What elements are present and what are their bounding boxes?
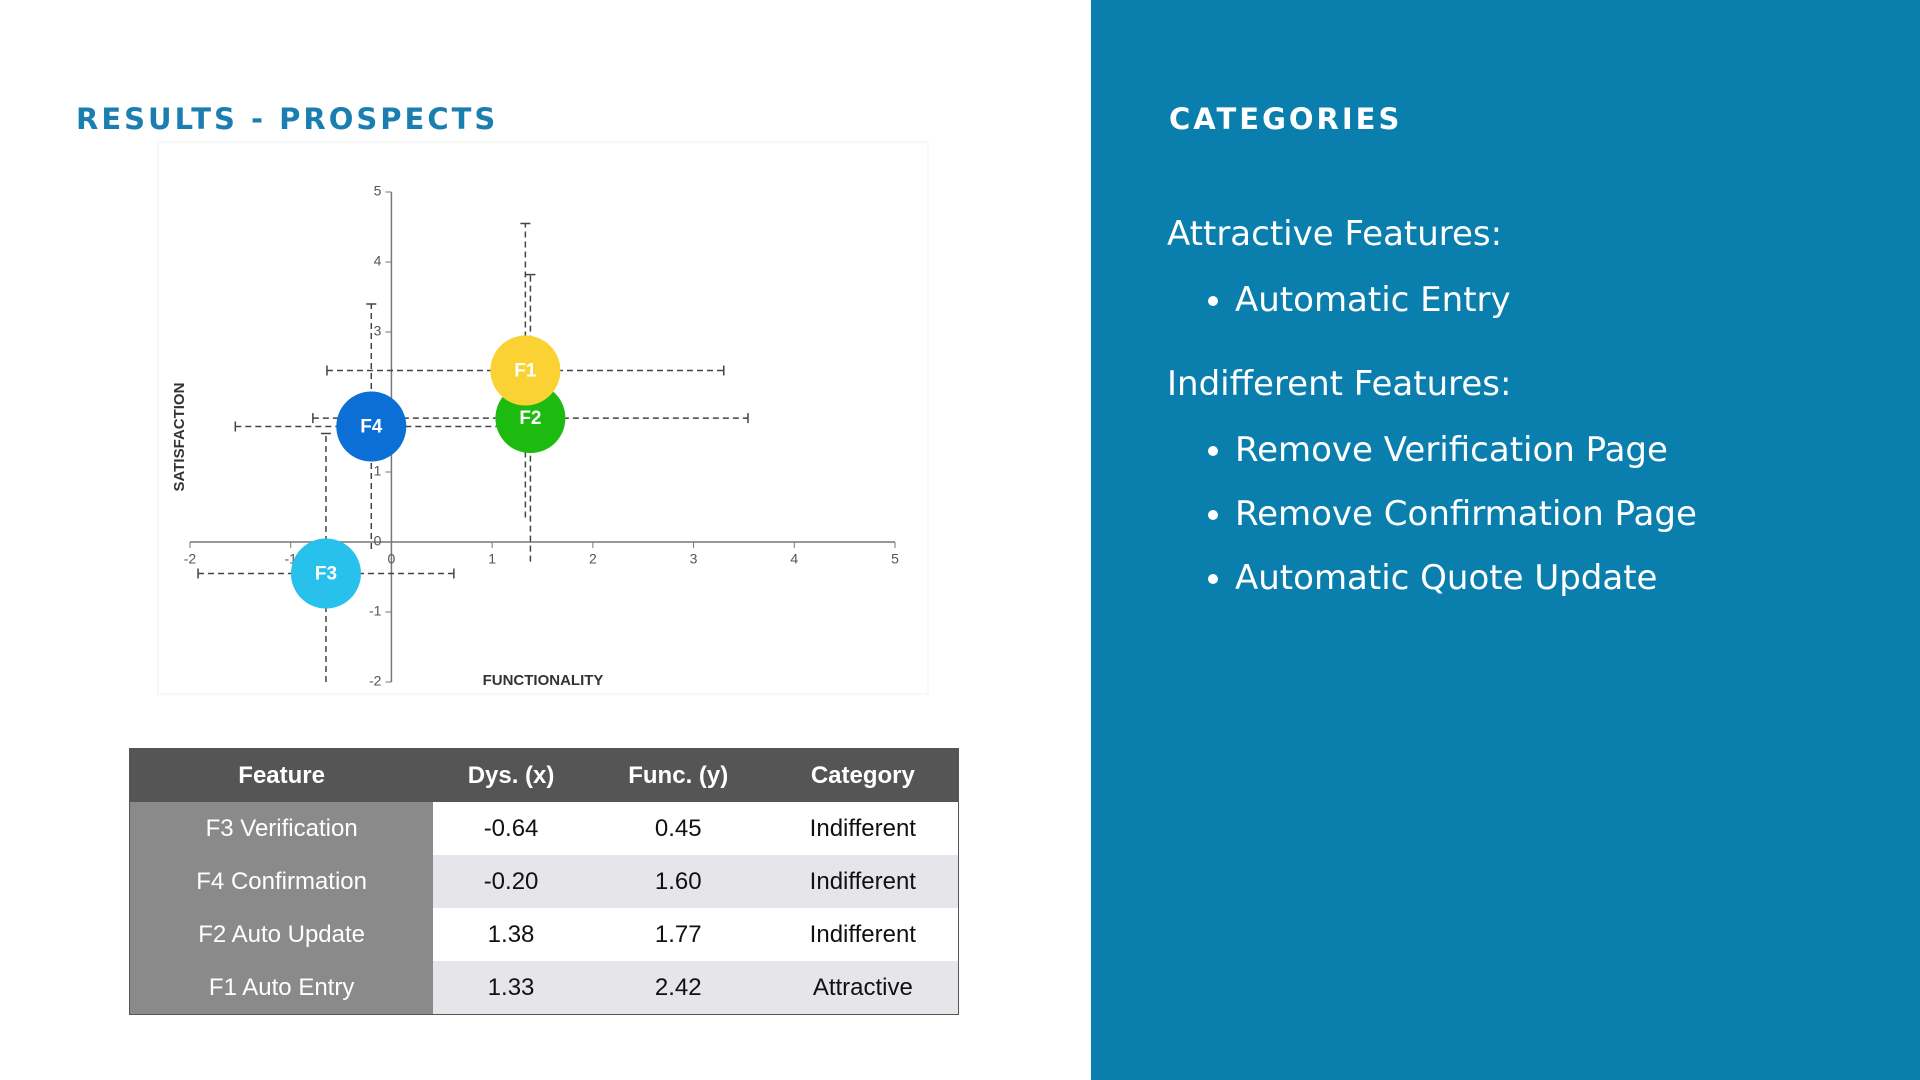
slide-title: RESULTS - PROSPECTS xyxy=(76,102,499,136)
table-cell: Indifferent xyxy=(767,855,959,908)
categories-panel: CATEGORIES Attractive Features: Automatic… xyxy=(1091,0,1920,1080)
y-tick-label: 4 xyxy=(374,253,382,269)
data-table: Feature Dys. (x) Func. (y) Category F3 Verif… xyxy=(129,748,959,1015)
y-tick-label: 0 xyxy=(374,533,382,549)
table-row: F2 Auto Update 1.38 1.77 Indifferent xyxy=(129,908,959,961)
x-tick-label: 2 xyxy=(589,551,597,567)
y-tick-label: 3 xyxy=(374,323,382,339)
x-tick-label: 1 xyxy=(488,551,496,567)
table-cell: 1.77 xyxy=(654,920,702,948)
table-row: F3 Verification -0.64 0.45 Indifferent xyxy=(129,802,959,855)
column-header: Category xyxy=(767,748,959,802)
table-cell: -0.20 xyxy=(433,855,589,908)
x-axis-label: FUNCTIONALITY xyxy=(483,672,604,689)
table-row: F4 Confirmation -0.20 1.60 Indifferent xyxy=(129,855,959,908)
y-tick-label: -2 xyxy=(369,673,382,689)
table-cell: Indifferent xyxy=(809,920,916,948)
bubble-label: F2 xyxy=(519,408,541,429)
bubble xyxy=(290,538,361,609)
bubble xyxy=(336,391,407,462)
panel-title: CATEGORIES xyxy=(1169,102,1403,136)
column-header: Func. (y) xyxy=(588,748,768,802)
column-header: Dys. (x) xyxy=(433,748,589,802)
table-cell: F4 Confirmation xyxy=(129,855,434,908)
y-tick-label: -1 xyxy=(369,603,382,619)
bubble xyxy=(490,335,561,406)
table-cell: 1.38 xyxy=(487,920,535,948)
group-item: Remove Confirmation Page xyxy=(1235,494,1697,534)
group-heading: Attractive Features: xyxy=(1167,214,1503,254)
table-cell: 1.60 xyxy=(588,855,768,908)
group-list: Automatic Entry xyxy=(1167,280,1697,320)
chart: -2-1012345-2-1012345FUNCTIONALITYSATISFA… xyxy=(157,141,929,695)
group-item: Automatic Entry xyxy=(1235,280,1697,320)
plot-frame xyxy=(157,141,929,695)
bubble-label: F4 xyxy=(360,417,383,438)
y-axis-label: SATISFACTION xyxy=(171,383,188,492)
group-heading: Indifferent Features: xyxy=(1167,364,1512,404)
table-header: Feature Dys. (x) Func. (y) Category xyxy=(129,748,959,802)
table-cell: F1 Auto Entry xyxy=(129,961,434,1015)
table-cell: Attractive xyxy=(767,961,959,1015)
table-cell: F3 Verification xyxy=(129,802,434,855)
table-cell: -0.64 xyxy=(483,814,539,842)
y-tick-label: 5 xyxy=(374,183,382,199)
category-groups: Attractive Features: Automatic Entry Indif… xyxy=(1167,214,1697,642)
x-tick-label: 5 xyxy=(891,551,899,567)
table-cell: 1.33 xyxy=(433,961,589,1015)
x-tick-label: 0 xyxy=(388,551,396,567)
group-list: Remove Verification Page Remove Confirmat… xyxy=(1167,430,1697,598)
column-header: Feature xyxy=(129,748,434,802)
bubble-label: F1 xyxy=(514,361,537,382)
group-item: Automatic Quote Update xyxy=(1235,558,1697,598)
table-cell: Indifferent xyxy=(809,814,916,842)
group-item: Remove Verification Page xyxy=(1235,430,1697,470)
x-tick-label: -2 xyxy=(184,551,197,567)
x-tick-label: 3 xyxy=(690,551,698,567)
table-cell: F2 Auto Update xyxy=(129,908,434,961)
table-cell: 0.45 xyxy=(654,814,702,842)
x-tick-label: 4 xyxy=(790,551,798,567)
table-cell: 2.42 xyxy=(588,961,768,1015)
table-row: F1 Auto Entry 1.33 2.42 Attractive xyxy=(129,961,959,1015)
bubble-label: F3 xyxy=(315,564,337,585)
y-tick-label: 1 xyxy=(374,463,382,479)
